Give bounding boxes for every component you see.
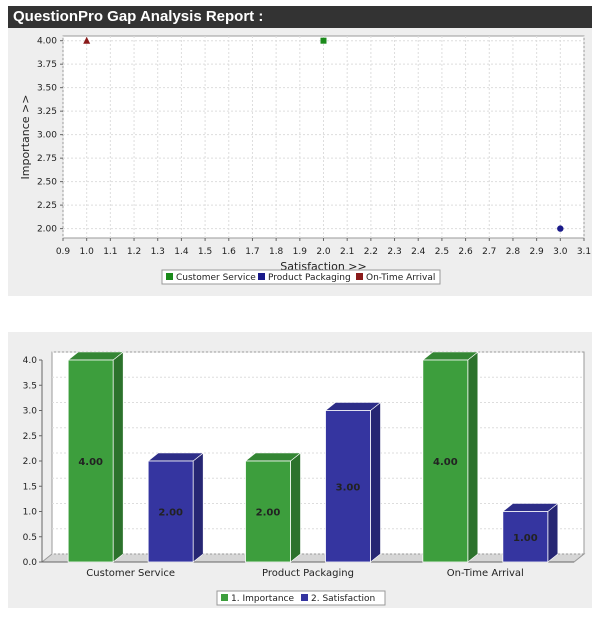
legend-label: Product Packaging xyxy=(268,273,351,283)
x-tick-label: 2.0 xyxy=(316,247,331,257)
scatter-point-product-packaging xyxy=(557,225,564,232)
y-tick-label: 2.50 xyxy=(37,178,57,188)
category-label: Product Packaging xyxy=(262,568,354,579)
y-tick-label: 2.0 xyxy=(23,457,38,467)
x-tick-label: 1.7 xyxy=(245,247,259,257)
bar-satisfaction xyxy=(147,452,205,563)
y-tick-label: 3.00 xyxy=(37,131,57,141)
legend-label: Customer Service xyxy=(176,273,256,283)
bar-front xyxy=(245,460,291,563)
y-tick-label: 2.75 xyxy=(37,154,57,164)
x-tick-label: 2.4 xyxy=(411,247,426,257)
bar-top xyxy=(421,351,479,361)
x-tick-label: 0.9 xyxy=(56,247,71,257)
report-title: QuestionPro Gap Analysis Report : xyxy=(8,6,592,28)
gap-analysis-bar-chart: 0.0 0.5 1.0 1.5 2.0 2.5 3.0 3.5 4.0 4.00 2.00 Custo… xyxy=(23,351,586,606)
y-tick-label: 3.5 xyxy=(23,381,37,391)
x-tick-label: 1.3 xyxy=(151,247,165,257)
bar-satisfaction xyxy=(324,401,382,563)
bar-top xyxy=(244,452,302,462)
y-tick-label: 0.5 xyxy=(23,533,37,543)
bar-top xyxy=(147,452,205,462)
category-label: On-Time Arrival xyxy=(447,568,524,579)
legend-swatch xyxy=(356,273,363,280)
legend-swatch xyxy=(258,273,265,280)
y-tick-label: 2.5 xyxy=(23,432,37,442)
bar-legend: 1. Importance 2. Satisfaction xyxy=(216,590,386,606)
x-tick-label: 3.1 xyxy=(577,247,591,257)
y-tick-label: 3.0 xyxy=(23,407,38,417)
scatter-point-customer-service xyxy=(320,37,327,44)
x-tick-label: 1.8 xyxy=(269,247,284,257)
legend-box xyxy=(161,269,441,285)
x-tick-label: 2.7 xyxy=(482,247,496,257)
bar-value-label: 4.00 xyxy=(433,457,458,468)
bar-side xyxy=(192,452,204,563)
x-tick-label: 2.1 xyxy=(340,247,354,257)
legend-label: 2. Satisfaction xyxy=(311,594,375,604)
bar-top xyxy=(324,402,382,411)
y-tick-label: 2.00 xyxy=(37,225,57,235)
bar-top xyxy=(67,351,125,361)
y-tick-label: 1.0 xyxy=(23,508,38,518)
x-tick-label: 3.0 xyxy=(553,247,568,257)
y-tick-label: 3.50 xyxy=(37,84,57,94)
bar-value-label: 3.00 xyxy=(336,482,361,493)
legend-swatch xyxy=(301,594,308,601)
scatter-point-on-time-arrival xyxy=(83,36,91,44)
legend-swatch xyxy=(166,273,173,280)
y-tick-label: 3.75 xyxy=(37,60,57,70)
bar-side xyxy=(112,351,124,563)
x-tick-label: 1.2 xyxy=(127,247,141,257)
x-tick-label: 1.1 xyxy=(103,247,117,257)
x-tick-label: 2.8 xyxy=(506,247,521,257)
bar-satisfaction xyxy=(501,502,559,563)
legend-label: On-Time Arrival xyxy=(366,273,435,283)
bar-chart-panel: 0.0 0.5 1.0 1.5 2.0 2.5 3.0 3.5 4.0 4.00 2.00 Custo… xyxy=(8,332,592,608)
x-tick-label: 1.4 xyxy=(174,247,189,257)
y-tick-label: 2.25 xyxy=(37,201,57,211)
bar-value-label: 2.00 xyxy=(158,508,183,519)
bar-front xyxy=(325,410,371,563)
legend-label: 1. Importance xyxy=(231,594,294,604)
x-tick-label: 1.0 xyxy=(80,247,95,257)
x-tick-label: 1.9 xyxy=(293,247,308,257)
bar-value-label: 4.00 xyxy=(78,457,103,468)
scatter-chart-panel: 0.9 1.0 1.1 1.2 1.3 1.4 1.5 1.6 1.7 1.8 1.9 2.0 2.1 2… xyxy=(8,28,592,296)
bar-top xyxy=(501,503,559,512)
scatter-legend: Customer Service Product Packaging On-Time… xyxy=(161,269,441,285)
x-tick-label: 1.6 xyxy=(222,247,237,257)
bar-front xyxy=(147,460,194,563)
x-tick-label: 2.3 xyxy=(387,247,401,257)
x-tick-label: 2.2 xyxy=(364,247,378,257)
bar-side xyxy=(370,401,381,563)
legend-swatch xyxy=(221,594,228,601)
bar-front xyxy=(502,511,549,563)
bar-front xyxy=(67,359,114,563)
y-tick-label: 4.0 xyxy=(23,356,38,366)
y-tick-label: 4.00 xyxy=(37,37,57,47)
bar-front xyxy=(422,359,469,563)
y-tick-label: 1.5 xyxy=(23,482,37,492)
x-tick-label: 2.9 xyxy=(529,247,544,257)
x-tick-label: 1.5 xyxy=(198,247,212,257)
y-tick-label: 3.25 xyxy=(37,107,57,117)
bar-side xyxy=(547,502,559,563)
bar-value-label: 2.00 xyxy=(256,508,281,519)
bar-importance xyxy=(67,351,125,563)
bar-side xyxy=(467,351,479,563)
x-tick-label: 2.5 xyxy=(435,247,449,257)
bar-importance xyxy=(421,351,479,563)
gap-analysis-scatter-chart: 0.9 1.0 1.1 1.2 1.3 1.4 1.5 1.6 1.7 1.8 1.9 2.0 2.1 2… xyxy=(19,35,591,285)
category-label: Customer Service xyxy=(86,568,175,579)
y-tick-label: 0.0 xyxy=(23,558,38,568)
y-axis-label: Importance >> xyxy=(19,95,32,180)
bar-side xyxy=(290,452,301,563)
bar-importance xyxy=(244,452,302,563)
x-tick-label: 2.6 xyxy=(458,247,473,257)
bar-value-label: 1.00 xyxy=(513,533,538,544)
